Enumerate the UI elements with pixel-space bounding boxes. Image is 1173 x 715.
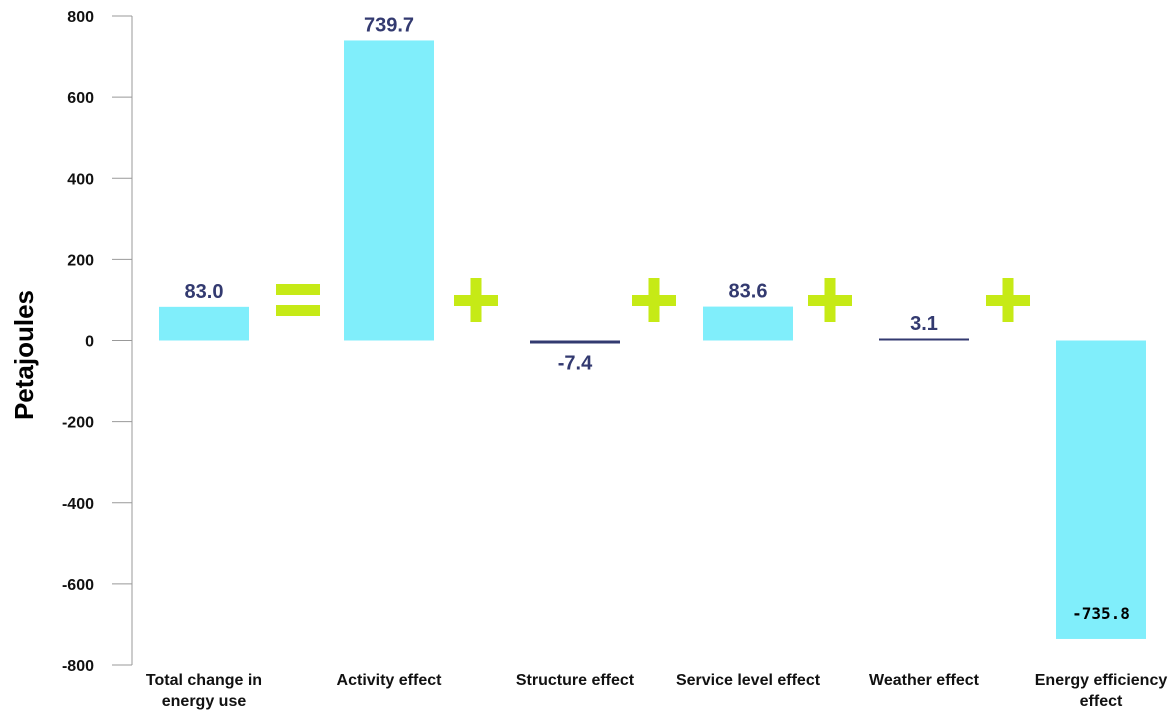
category-label-line: Service level effect — [676, 672, 821, 689]
y-tick-label: -800 — [62, 658, 94, 675]
y-tick-label: -400 — [62, 496, 94, 513]
category-label: Activity effect — [337, 672, 443, 689]
y-tick-label: -600 — [62, 577, 94, 594]
category-label: Structure effect — [516, 672, 635, 689]
bars — [159, 40, 1146, 639]
category-label: Total change in energy use — [146, 672, 262, 710]
plus-bar-vertical — [1002, 278, 1014, 322]
y-tick-label: 600 — [67, 90, 94, 107]
plus-operator — [986, 278, 1030, 322]
data-label: -735.8 — [1072, 604, 1130, 623]
bar — [159, 306, 249, 341]
y-tick-label: 200 — [67, 252, 94, 269]
y-tick-label: 0 — [85, 334, 94, 351]
y-tick-label: -200 — [62, 415, 94, 432]
category-label: Energy efficiency effect — [1035, 672, 1168, 710]
data-label: 83.0 — [185, 281, 224, 303]
data-label: 3.1 — [910, 313, 938, 335]
y-axis-label: Petajoules — [9, 290, 39, 420]
bar — [344, 40, 434, 341]
category-label-line: Energy efficiency — [1035, 672, 1168, 689]
category-label-line: Activity effect — [337, 672, 443, 689]
category-label-line: effect — [1080, 693, 1123, 710]
bar — [879, 338, 969, 341]
plus-operator — [454, 278, 498, 322]
y-tick-label: 800 — [67, 9, 94, 26]
data-label: 83.6 — [729, 281, 768, 303]
data-labels: 83.0 739.7 -7.4 83.6 3.1 -735.8 — [185, 14, 1130, 622]
category-labels: Total change in energy use Activity effect… — [146, 672, 1167, 710]
category-label-line: Structure effect — [516, 672, 635, 689]
plus-operator — [808, 278, 852, 322]
plus-bar-vertical — [470, 278, 482, 322]
bar — [1056, 340, 1146, 639]
plus-bar-vertical — [648, 278, 660, 322]
category-label: Service level effect — [676, 672, 821, 689]
plus-bar-vertical — [824, 278, 836, 322]
equals-operator — [276, 284, 320, 316]
y-ticks: 800 600 400 200 0 -200 -400 -600 -800 — [62, 9, 132, 675]
category-label: Weather effect — [869, 672, 980, 689]
equals-bar-bottom — [276, 305, 320, 316]
plus-operator — [632, 278, 676, 322]
equals-bar-top — [276, 284, 320, 295]
category-label-line: Weather effect — [869, 672, 980, 689]
category-label-line: Total change in — [146, 672, 262, 689]
bar — [530, 340, 620, 344]
category-label-line: energy use — [162, 693, 247, 710]
data-label: 739.7 — [364, 14, 414, 36]
operators — [276, 278, 1030, 322]
bar — [703, 306, 793, 341]
data-label: -7.4 — [558, 353, 593, 375]
y-tick-label: 400 — [67, 171, 94, 188]
